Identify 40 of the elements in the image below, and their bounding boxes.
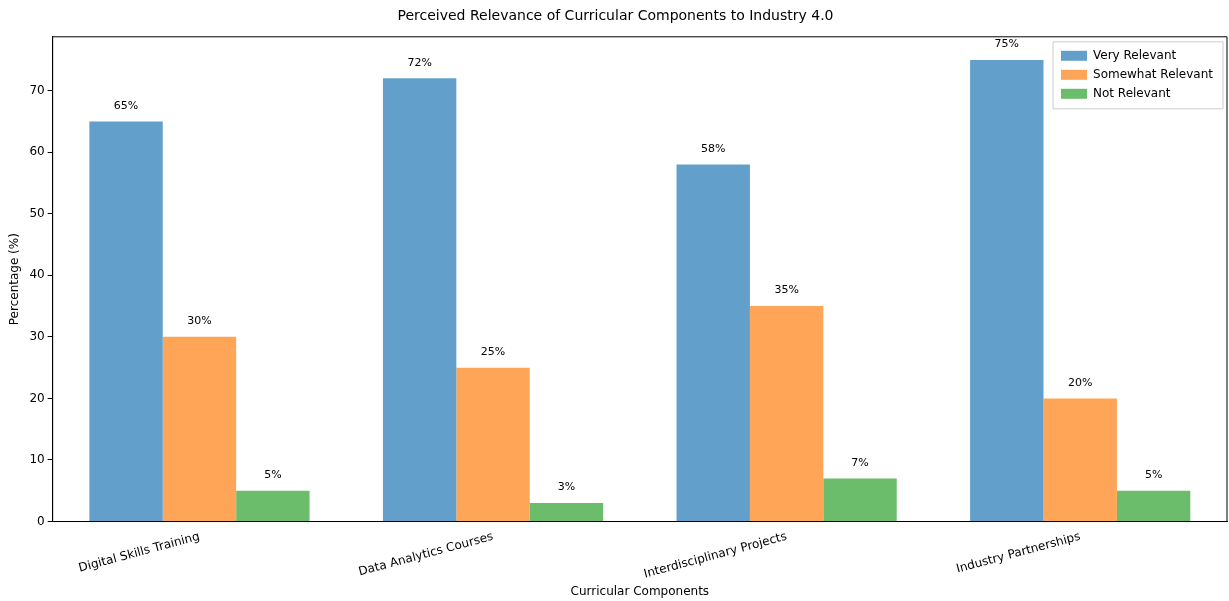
x-axis-title: Curricular Components: [570, 583, 710, 598]
data-label: 3%: [557, 480, 576, 494]
bar: [676, 164, 750, 522]
legend-label: Somewhat Relevant: [1093, 66, 1214, 81]
y-tick-label: 70: [29, 82, 45, 97]
bar: [749, 306, 824, 522]
bar: [970, 59, 1044, 522]
legend-label: Not Relevant: [1093, 85, 1171, 100]
data-label: 72%: [407, 55, 432, 69]
y-tick-label: 0: [37, 513, 45, 528]
y-tick-label: 60: [29, 144, 45, 159]
y-axis-title: Percentage (%): [7, 233, 22, 326]
bar: [236, 490, 310, 522]
bar: [1116, 490, 1191, 522]
x-tick-label: Digital Skills Training: [76, 528, 202, 575]
data-label: 5%: [264, 468, 282, 482]
data-label: 75%: [994, 37, 1020, 51]
y-tick-label: 40: [29, 267, 45, 282]
data-label: 65%: [113, 98, 139, 112]
x-tick-label: Data Analytics Courses: [356, 528, 495, 579]
data-label: 5%: [1144, 468, 1163, 482]
chart-title: Perceived Relevance of Curricular Components to Industry 4.0: [397, 7, 834, 24]
y-tick-label: 20: [29, 390, 45, 405]
data-label: 30%: [187, 314, 212, 328]
data-label: 35%: [774, 283, 799, 297]
bar: [89, 121, 163, 522]
bar: [456, 367, 530, 522]
bar: [382, 78, 457, 522]
bar: [1043, 398, 1117, 522]
data-label: 25%: [480, 345, 506, 358]
data-label: 58%: [701, 141, 726, 155]
y-tick-label: 50: [29, 205, 45, 220]
bar: [823, 478, 897, 522]
bar: [162, 336, 237, 522]
bar: [529, 503, 604, 522]
y-tick-label: 10: [29, 452, 45, 467]
y-tick-label: 30: [29, 328, 45, 343]
data-label: 20%: [1067, 375, 1093, 389]
data-label: 7%: [851, 455, 869, 469]
legend-label: Very Relevant: [1093, 47, 1177, 62]
